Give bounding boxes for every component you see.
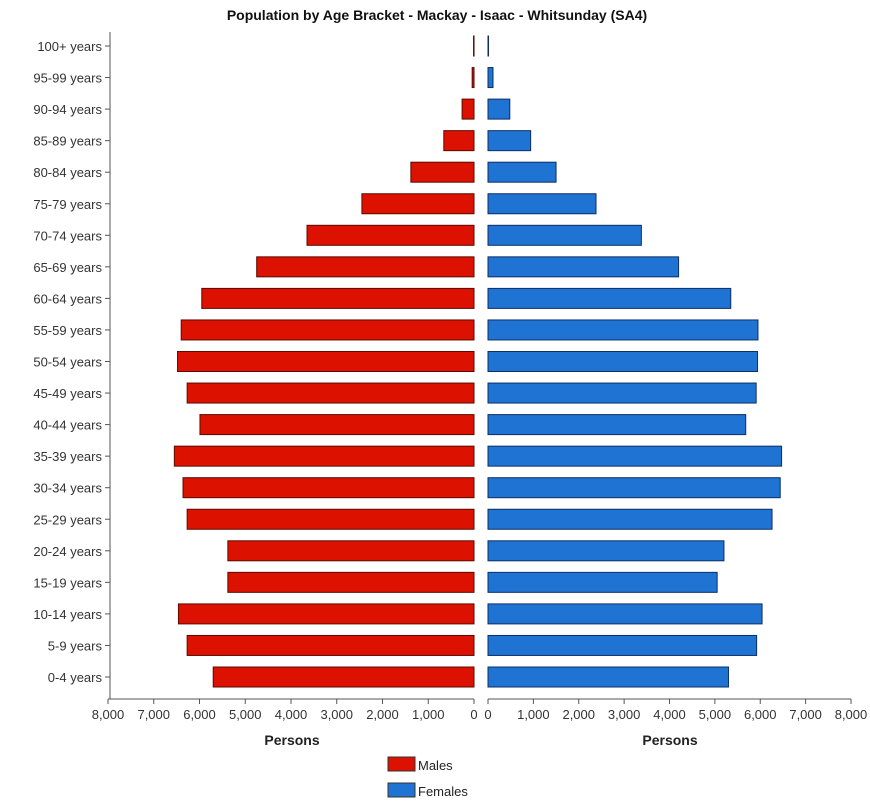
y-tick-label: 70-74 years bbox=[33, 228, 102, 243]
bar-females bbox=[487, 571, 718, 593]
bar-males bbox=[173, 445, 475, 467]
bar-females bbox=[487, 540, 725, 562]
y-tick-label: 45-49 years bbox=[33, 386, 102, 401]
y-tick-label: 40-44 years bbox=[33, 418, 102, 433]
bar-males bbox=[180, 319, 475, 341]
bar-males bbox=[461, 98, 475, 120]
bar-females bbox=[487, 382, 757, 404]
legend-item-males: Males bbox=[387, 756, 453, 773]
x-tick-label-left: 8,000 bbox=[92, 707, 125, 722]
y-tick-label: 0-4 years bbox=[48, 670, 103, 685]
legend: Males Females bbox=[387, 756, 468, 799]
bars bbox=[173, 35, 783, 688]
bar-females bbox=[487, 287, 732, 309]
x-tick-label-left: 6,000 bbox=[183, 707, 216, 722]
y-tick-label: 90-94 years bbox=[33, 102, 102, 117]
bar-males bbox=[212, 666, 475, 688]
x-tick-label-right: 3,000 bbox=[608, 707, 641, 722]
x-tick-label-left: 5,000 bbox=[229, 707, 262, 722]
bar-males bbox=[201, 287, 475, 309]
x-tick-label-right: 6,000 bbox=[744, 707, 777, 722]
bar-females bbox=[487, 603, 763, 625]
legend-item-females: Females bbox=[387, 782, 468, 799]
y-tick-label: 25-29 years bbox=[33, 512, 102, 527]
bar-males bbox=[256, 256, 475, 278]
y-tick-label: 30-34 years bbox=[33, 481, 102, 496]
legend-swatch-females bbox=[387, 782, 416, 798]
chart-title: Population by Age Bracket - Mackay - Isa… bbox=[227, 7, 647, 23]
bar-males bbox=[227, 540, 475, 562]
bar-females bbox=[487, 351, 759, 372]
bar-males bbox=[177, 603, 475, 625]
y-tick-label: 55-59 years bbox=[33, 323, 102, 338]
x-tick-label-right: 1,000 bbox=[517, 707, 550, 722]
x-axis-title-right: Persons bbox=[642, 732, 697, 748]
bar-females bbox=[487, 35, 489, 57]
bar-males bbox=[177, 351, 475, 372]
legend-swatch-males bbox=[387, 756, 416, 772]
x-tick-label-left: 7,000 bbox=[137, 707, 170, 722]
axes bbox=[105, 32, 852, 704]
bar-males bbox=[227, 571, 475, 593]
x-tick-label-right: 8,000 bbox=[835, 707, 868, 722]
bar-males bbox=[186, 382, 475, 404]
y-tick-label: 15-19 years bbox=[33, 575, 102, 590]
x-tick-label-left: 3,000 bbox=[320, 707, 353, 722]
y-tick-label: 95-99 years bbox=[33, 71, 102, 86]
y-tick-label: 80-84 years bbox=[33, 165, 102, 180]
x-tick-label-left: 0 bbox=[470, 707, 477, 722]
legend-label-males: Males bbox=[418, 758, 453, 773]
bar-females bbox=[487, 67, 494, 89]
x-tick-label-right: 7,000 bbox=[789, 707, 822, 722]
bar-females bbox=[487, 224, 642, 246]
bar-males bbox=[199, 414, 475, 436]
bar-males bbox=[361, 193, 475, 215]
bar-males bbox=[306, 224, 475, 246]
bar-males bbox=[471, 67, 475, 89]
bar-males bbox=[182, 477, 475, 499]
legend-label-females: Females bbox=[418, 784, 468, 799]
x-tick-label-left: 2,000 bbox=[366, 707, 399, 722]
y-tick-label: 100+ years bbox=[37, 39, 102, 54]
bar-females bbox=[487, 445, 783, 467]
bar-females bbox=[487, 666, 729, 688]
bar-females bbox=[487, 319, 759, 341]
x-tick-label-left: 1,000 bbox=[412, 707, 445, 722]
y-tick-label: 20-24 years bbox=[33, 544, 102, 559]
y-tick-label: 35-39 years bbox=[33, 449, 102, 464]
bar-females bbox=[487, 634, 758, 656]
bar-females bbox=[487, 161, 557, 183]
bar-females bbox=[487, 477, 781, 499]
bar-males bbox=[473, 35, 475, 57]
y-tick-label: 75-79 years bbox=[33, 197, 102, 212]
x-axis-title-left: Persons bbox=[264, 732, 319, 748]
y-tick-label: 65-69 years bbox=[33, 260, 102, 275]
bar-males bbox=[186, 508, 475, 530]
x-tick-label-right: 0 bbox=[484, 707, 491, 722]
bar-females bbox=[487, 508, 773, 530]
x-tick-label-left: 4,000 bbox=[275, 707, 308, 722]
bar-females bbox=[487, 98, 511, 120]
y-tick-label: 60-64 years bbox=[33, 291, 102, 306]
y-tick-label: 50-54 years bbox=[33, 355, 102, 370]
bar-males bbox=[410, 161, 475, 183]
x-tick-label-right: 5,000 bbox=[699, 707, 732, 722]
y-tick-label: 10-14 years bbox=[33, 607, 102, 622]
bar-females bbox=[487, 256, 680, 278]
x-tick-label-right: 4,000 bbox=[653, 707, 686, 722]
bar-males bbox=[443, 130, 475, 152]
bar-females bbox=[487, 414, 747, 436]
y-tick-label: 5-9 years bbox=[48, 638, 103, 653]
labels: 8,000 7,000 6,000 5,000 4,000 3,000 2,000 1,000… bbox=[33, 39, 867, 722]
bar-males bbox=[186, 634, 475, 656]
y-tick-label: 85-89 years bbox=[33, 134, 102, 149]
bar-females bbox=[487, 130, 532, 152]
x-tick-label-right: 2,000 bbox=[562, 707, 595, 722]
bar-females bbox=[487, 193, 597, 215]
